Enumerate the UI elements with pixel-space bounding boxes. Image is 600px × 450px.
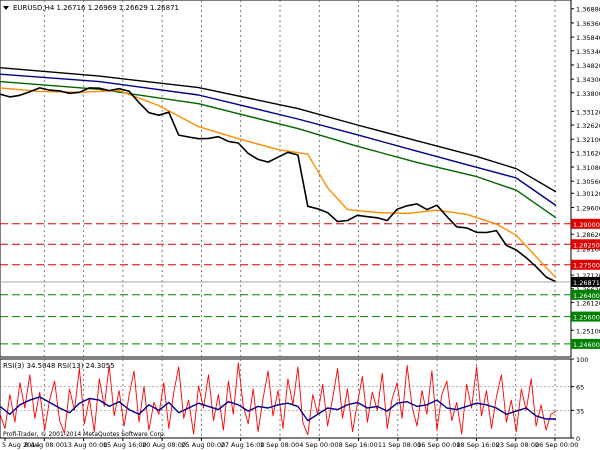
y-tick-label: 1.25100: [576, 327, 600, 335]
price-series: [0, 67, 557, 283]
rsi-level-lines: [0, 386, 571, 411]
rsi-y-tick-label: 35: [576, 407, 584, 415]
level-label: 1.28250: [573, 241, 600, 249]
moving-average-line: [0, 67, 557, 193]
y-tick-label: 1.29600: [576, 204, 600, 212]
level-label: 1.26400: [573, 292, 600, 300]
x-tick-label: 15 Aug 16:00: [103, 441, 147, 449]
level-label: 1.29000: [573, 221, 600, 229]
x-tick-label: 8 Sep 16:00: [339, 441, 378, 449]
price-panel: 1.36880 1.36360 1.35840 1.35340 1.34820 1.343…: [0, 0, 600, 358]
x-tick-label: 23 Sep 08:00: [496, 441, 539, 449]
last-price-label: 1.26871: [573, 279, 600, 287]
level-label-box: [571, 289, 600, 300]
y-tick-label: 1.34300: [576, 76, 600, 84]
y-tick-label: 1.33120: [576, 108, 600, 116]
level-label-box: [571, 338, 600, 349]
level-label: 1.27500: [573, 262, 600, 270]
y-tick-label: 1.34820: [576, 62, 600, 70]
x-tick-label: 16 Sep 00:00: [417, 441, 460, 449]
rsi-y-tick-label: 100: [576, 356, 588, 364]
last-price-marker: 1.26871: [0, 276, 600, 287]
rsi3-line: [0, 362, 557, 436]
y-tick-label: 1.35840: [576, 34, 600, 42]
x-tick-label: 25 Aug 00:00: [181, 441, 225, 449]
rsi-title: RSI(3) 34.5048 RSI(13) 24.3055: [3, 362, 115, 370]
y-tick-label: 1.36880: [576, 6, 600, 14]
level-label-box: [571, 259, 600, 270]
y-tick-label: 1.30560: [576, 178, 600, 186]
rsi-panel-frame: [0, 358, 572, 439]
x-tick-label: 20 Aug 08:00: [142, 441, 186, 449]
y-tick-label: 1.32100: [576, 136, 600, 144]
y-tick-label: 1.33800: [576, 90, 600, 98]
level-lines: [0, 223, 571, 345]
y-tick-label: 1.31080: [576, 164, 600, 172]
level-label-box: [571, 218, 600, 229]
y-tick-label: 1.36360: [576, 20, 600, 28]
price-line: [0, 87, 557, 283]
x-tick-label: 8 Aug 08:00: [24, 441, 64, 449]
last-price-box: [571, 276, 600, 287]
y-tick-label: 1.26120: [576, 299, 600, 307]
y-tick-label: 1.31620: [576, 149, 600, 157]
copyright-watermark: Profi-Trader, © 2001-2014 MetaQuotes Sof…: [3, 431, 166, 438]
moving-average-line: [0, 73, 557, 207]
x-tick-label: 5 Aug 2014: [2, 441, 40, 449]
level-label: 1.25600: [573, 314, 600, 322]
rsi-y-tick-label: 0: [576, 435, 580, 443]
y-tick-label: 1.27120: [576, 272, 600, 280]
x-tick-label: 18 Sep 16:00: [456, 441, 499, 449]
rsi-series: [0, 362, 557, 436]
y-tick-label: 1.30120: [576, 190, 600, 198]
x-tick-label: 11 Sep 08:00: [378, 441, 421, 449]
y-tick-label: 1.28620: [576, 231, 600, 239]
x-tick-label: 1 Sep 08:00: [260, 441, 299, 449]
x-tick-label: 13 Aug 00:00: [64, 441, 108, 449]
x-tick-label: 27 Aug 16:00: [221, 441, 265, 449]
price-panel-frame: [0, 0, 572, 358]
y-tick-label: 1.35340: [576, 48, 600, 56]
x-tick-label: 26 Sep 00:00: [535, 441, 578, 449]
level-labels: 1.29000 1.28250 1.27500 1.26400 1.25600 1.246…: [571, 218, 600, 349]
symbol-text: EURUSD,H4 1.26716 1.26969 1.26629 1.2687…: [13, 4, 179, 12]
x-tick-label: 4 Sep 00:00: [299, 441, 338, 449]
level-label-box: [571, 239, 600, 250]
moving-average-line: [0, 87, 557, 279]
triangle-down-icon: [3, 6, 9, 10]
rsi-y-axis: 100 65 35 0: [571, 356, 588, 443]
level-label-box: [571, 311, 600, 322]
y-tick-label: 1.32620: [576, 122, 600, 130]
rsi-y-tick-label: 65: [576, 384, 584, 392]
y-tick-label: 1.26620: [576, 286, 600, 294]
rsi13-line: [0, 396, 556, 422]
level-label: 1.24600: [573, 341, 600, 349]
y-tick-label: 1.28100: [576, 245, 600, 253]
symbol-header: EURUSD,H4 1.26716 1.26969 1.26629 1.2687…: [3, 4, 179, 12]
